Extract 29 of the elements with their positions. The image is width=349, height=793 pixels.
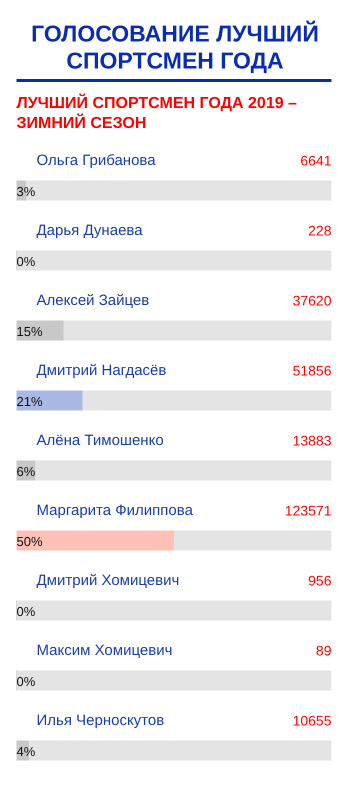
annotation: 228 — [308, 222, 332, 238]
y-tick-label: Илья Черноскутов — [36, 712, 164, 729]
y-tick-label: Алёна Тимошенко — [36, 432, 164, 449]
annotation: 123571 — [284, 502, 332, 518]
data-label: 3% — [16, 184, 36, 199]
annotation: 6641 — [300, 152, 332, 168]
data-label: 50% — [16, 534, 43, 549]
y-tick-label: Ольга Грибанова — [36, 152, 156, 169]
y-tick-label: Дмитрий Нагдасёв — [36, 362, 166, 379]
data-label: 0% — [16, 604, 36, 619]
y-tick-label: Алексей Зайцев — [36, 292, 150, 309]
data-label: 21% — [16, 394, 43, 409]
y-tick-label: Дмитрий Хомицевич — [36, 572, 180, 589]
chart-subtitle: ЛУЧШИЙ СПОРТСМЕН ГОДА 2019 – ЗИМНИЙ СЕЗОН — [16, 93, 298, 132]
data-label: 0% — [16, 674, 36, 689]
y-tick-label: Маргарита Филиппова — [36, 502, 194, 519]
data-label: 6% — [16, 464, 36, 479]
annotation: 37620 — [292, 292, 332, 308]
annotation: 956 — [308, 572, 332, 588]
y-tick-label: Дарья Дунаева — [36, 222, 144, 239]
annotation: 51856 — [292, 362, 332, 378]
data-label: 15% — [16, 324, 43, 339]
data-label: 0% — [16, 254, 36, 269]
y-tick-label: Максим Хомицевич — [36, 642, 172, 659]
annotation: 89 — [316, 642, 332, 658]
data-label: 4% — [16, 744, 36, 759]
annotation: 10655 — [292, 712, 332, 728]
chart-title: ГОЛОСОВАНИЕ ЛУЧШИЙ СПОРТСМЕН ГОДА — [31, 20, 319, 74]
annotation: 13883 — [292, 432, 332, 448]
